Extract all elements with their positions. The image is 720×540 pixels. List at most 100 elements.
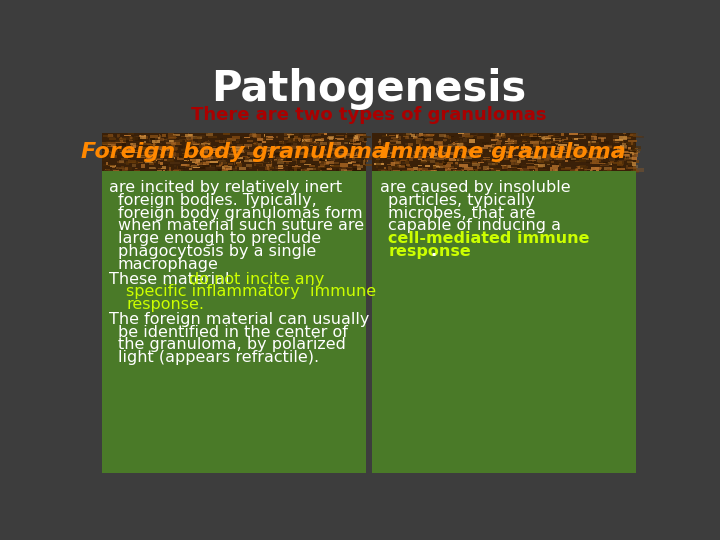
- Bar: [106, 170, 110, 172]
- Bar: [221, 139, 222, 143]
- Bar: [548, 158, 555, 159]
- Bar: [174, 144, 182, 145]
- Bar: [336, 151, 338, 153]
- Bar: [375, 160, 379, 163]
- Bar: [393, 159, 396, 161]
- Bar: [115, 152, 122, 155]
- Bar: [181, 153, 186, 154]
- Bar: [509, 154, 510, 157]
- Bar: [174, 160, 176, 163]
- Bar: [222, 152, 230, 156]
- Bar: [398, 147, 400, 149]
- Bar: [457, 143, 463, 147]
- Bar: [537, 137, 546, 139]
- Bar: [282, 152, 284, 156]
- Bar: [617, 161, 624, 165]
- Bar: [320, 167, 327, 170]
- Bar: [571, 155, 573, 158]
- Bar: [387, 164, 393, 165]
- Bar: [147, 153, 155, 154]
- Bar: [462, 133, 470, 137]
- Bar: [155, 171, 158, 173]
- Bar: [238, 144, 243, 147]
- Bar: [242, 156, 248, 157]
- Bar: [251, 154, 258, 157]
- Bar: [305, 154, 307, 157]
- Bar: [423, 156, 429, 157]
- Bar: [562, 142, 571, 143]
- Bar: [549, 153, 558, 154]
- Bar: [266, 138, 274, 139]
- Bar: [120, 152, 122, 153]
- Bar: [388, 170, 391, 172]
- Bar: [497, 133, 505, 136]
- Bar: [554, 158, 559, 160]
- Text: Immune granuloma: Immune granuloma: [382, 142, 626, 162]
- Bar: [343, 142, 348, 144]
- Bar: [170, 137, 174, 138]
- Bar: [327, 137, 328, 139]
- Bar: [282, 165, 286, 166]
- Bar: [552, 136, 559, 137]
- Bar: [580, 168, 587, 172]
- Bar: [520, 151, 522, 153]
- Text: cell-mediated immune: cell-mediated immune: [388, 231, 590, 246]
- Bar: [505, 143, 513, 144]
- Bar: [578, 170, 584, 171]
- Bar: [246, 150, 251, 152]
- Bar: [547, 138, 550, 140]
- Bar: [378, 140, 381, 144]
- Bar: [289, 147, 295, 149]
- Bar: [459, 154, 461, 157]
- Bar: [479, 150, 481, 153]
- Bar: [244, 137, 250, 138]
- Bar: [168, 152, 176, 156]
- Bar: [279, 158, 280, 161]
- Bar: [150, 135, 158, 138]
- Bar: [138, 135, 145, 137]
- Bar: [341, 164, 348, 168]
- Bar: [531, 137, 541, 140]
- Bar: [110, 156, 112, 158]
- Bar: [477, 166, 479, 169]
- Bar: [121, 152, 122, 154]
- Bar: [377, 145, 382, 146]
- Bar: [181, 169, 183, 172]
- Bar: [410, 133, 411, 135]
- Bar: [577, 154, 582, 156]
- Bar: [127, 133, 134, 136]
- Bar: [386, 134, 387, 136]
- Bar: [229, 146, 237, 147]
- Bar: [549, 156, 556, 158]
- Bar: [109, 138, 116, 140]
- Bar: [172, 143, 175, 145]
- Bar: [200, 145, 207, 146]
- Bar: [436, 164, 443, 166]
- Bar: [275, 160, 283, 162]
- Bar: [175, 143, 180, 145]
- Bar: [345, 160, 351, 162]
- Bar: [491, 168, 497, 171]
- Bar: [415, 151, 418, 153]
- Bar: [485, 153, 490, 156]
- Bar: [144, 161, 150, 162]
- Bar: [431, 157, 435, 160]
- Text: .: .: [431, 244, 437, 259]
- Bar: [430, 134, 435, 136]
- Bar: [256, 164, 262, 166]
- Bar: [238, 157, 243, 159]
- Bar: [443, 163, 446, 165]
- Bar: [522, 168, 529, 171]
- Bar: [456, 170, 462, 173]
- Bar: [492, 159, 493, 160]
- Bar: [635, 147, 638, 149]
- Bar: [357, 167, 361, 170]
- Bar: [539, 136, 545, 139]
- Bar: [120, 160, 125, 164]
- Bar: [538, 160, 544, 163]
- Bar: [122, 137, 130, 140]
- Bar: [564, 146, 565, 147]
- Bar: [154, 153, 158, 157]
- Bar: [120, 140, 126, 143]
- Bar: [302, 139, 310, 141]
